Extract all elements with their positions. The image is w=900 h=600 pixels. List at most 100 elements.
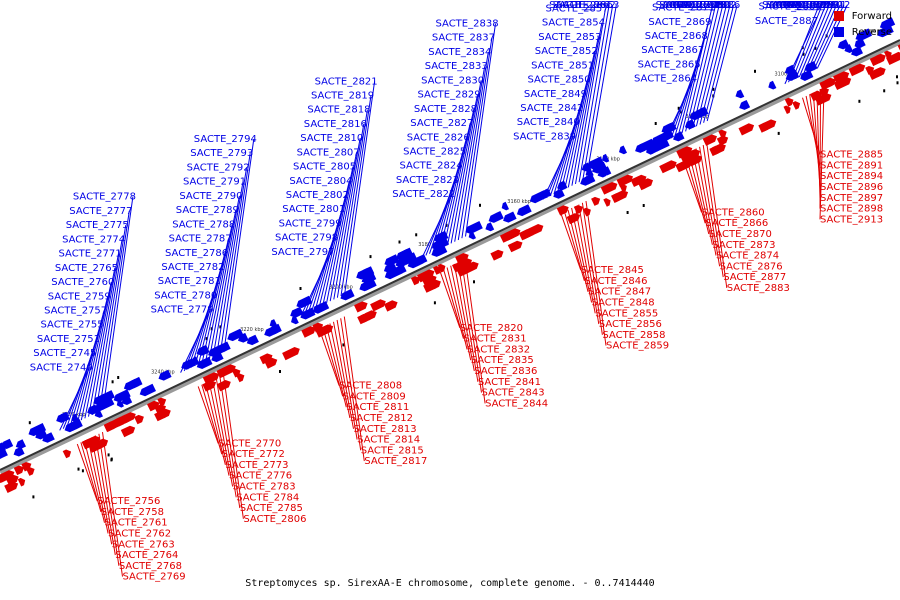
tick-label: 3200 kbp [329, 284, 353, 290]
reverse-gene-label: SACTE_2793 [190, 148, 253, 159]
forward-gene-label-leader [464, 258, 486, 404]
forward-gene-label-leader [325, 325, 347, 408]
reverse-gene-label-leader [318, 180, 350, 307]
reverse-gene-arrow [246, 334, 259, 346]
reverse-gene-label-leader [223, 138, 255, 353]
forward-gene-label-leader [197, 386, 219, 444]
reverse-gene-label: SACTE_2833 [425, 61, 488, 72]
forward-gene-label: SACTE_2870 [709, 229, 772, 240]
forward-gene-arrow [147, 400, 160, 412]
spacer-mark [415, 233, 418, 237]
forward-gene-arrow [490, 249, 504, 261]
reverse-gene-label: SACTE_2740 [30, 362, 93, 373]
forward-gene-arrow [456, 258, 472, 271]
reverse-gene-label: SACTE_2909 [777, 0, 840, 11]
reverse-gene-label: SACTE_2802 [286, 190, 349, 201]
reverse-gene-label: SACTE_2895 [769, 0, 832, 11]
reverse-gene-arrow [879, 17, 896, 30]
forward-gene-arrow [709, 143, 726, 157]
forward-gene-arrow [259, 353, 273, 365]
reverse-gene-label-leader [326, 152, 358, 303]
reverse-gene-label-leader [692, 4, 724, 129]
spacer-mark [896, 75, 898, 79]
forward-gene-label: SACTE_2843 [482, 388, 545, 399]
reverse-gene-label: SACTE_2869 [648, 17, 711, 28]
reverse-gene-arrow [384, 254, 400, 267]
reverse-gene-label-leader [340, 95, 372, 297]
forward-gene-arrow [718, 129, 727, 139]
reverse-gene-label: SACTE_2871 [652, 3, 715, 14]
reverse-gene-arrow [361, 266, 375, 278]
forward-gene-label-leader [581, 202, 603, 335]
reverse-gene-label: SACTE_2757 [44, 306, 107, 317]
forward-gene-label-leader [461, 260, 482, 393]
reverse-gene-label-leader [77, 296, 109, 422]
reverse-gene-arrow [384, 266, 403, 280]
forward-gene-label: SACTE_2846 [584, 276, 647, 287]
reverse-gene-arrow [553, 188, 565, 199]
reverse-gene-label: SACTE_2823 [396, 175, 459, 186]
forward-gene-arrow [26, 467, 35, 476]
forward-gene-arrow [819, 78, 835, 91]
reverse-gene-label-leader [447, 94, 478, 246]
forward-gene-label-leader [578, 204, 600, 325]
forward-gene-arrow [365, 310, 377, 321]
reverse-gene-label: SACTE_2782 [161, 262, 224, 273]
forward-gene-arrow [573, 205, 584, 215]
genome-axis [0, 39, 900, 471]
reverse-gene-label-leader [102, 196, 134, 410]
reverse-gene-label: SACTE_2849 [524, 89, 587, 100]
forward-gene-arrow [875, 54, 884, 64]
reverse-gene-label-leader [98, 210, 130, 412]
reverse-gene-label: SACTE_2774 [62, 234, 125, 245]
reverse-gene-label: SACTE_2839 [513, 131, 576, 142]
reverse-gene-label: SACTE_2910 [780, 0, 843, 11]
reverse-gene-arrow [113, 389, 131, 403]
forward-gene-label-leader [336, 319, 358, 440]
forward-gene-arrow [886, 51, 900, 65]
reverse-gene-label: SACTE_2816 [304, 119, 367, 130]
forward-gene-arrow [120, 425, 136, 438]
reverse-gene-label-leader [560, 65, 592, 191]
forward-gene-arrow [865, 66, 875, 75]
reverse-gene-label: SACTE_2829 [418, 90, 481, 101]
reverse-gene-label: SACTE_2818 [307, 105, 370, 116]
spacer-mark [369, 255, 372, 259]
forward-gene-label-leader [816, 90, 821, 198]
reverse-gene-arrow [340, 288, 355, 301]
reverse-gene-label: SACTE_2857 [546, 3, 609, 14]
forward-gene-label: SACTE_2898 [820, 204, 883, 215]
forward-gene-label-leader [574, 206, 596, 314]
reverse-gene-label: SACTE_2778 [73, 192, 136, 203]
forward-gene-label-leader [219, 376, 241, 509]
forward-gene-label-leader [76, 443, 98, 502]
forward-gene-label: SACTE_2835 [471, 355, 534, 366]
forward-gene-arrow [410, 276, 421, 286]
reverse-gene-label: SACTE_2819 [311, 91, 374, 102]
forward-gene-label: SACTE_2811 [346, 402, 409, 413]
reverse-gene-arrow [296, 295, 313, 309]
forward-gene-label: SACTE_2866 [705, 218, 768, 229]
reverse-gene-label-leader [205, 210, 237, 361]
forward-gene-arrow [354, 301, 368, 313]
forward-gene-label: SACTE_2761 [105, 518, 168, 529]
forward-gene-label: SACTE_2845 [581, 265, 644, 276]
forward-gene-label-leader [443, 269, 464, 339]
reverse-gene-label: SACTE_2822 [392, 189, 455, 200]
reverse-gene-label: SACTE_2788 [172, 219, 235, 230]
forward-gene-label: SACTE_2768 [119, 561, 182, 572]
reverse-gene-label-leader [439, 122, 471, 249]
reverse-gene-arrow [433, 244, 448, 256]
forward-gene-arrow [874, 68, 884, 78]
forward-gene-label: SACTE_2832 [467, 345, 530, 356]
reverse-gene-arrow [59, 412, 69, 422]
reverse-gene-arrow [0, 453, 3, 459]
reverse-gene-label: SACTE_2807 [297, 147, 360, 158]
forward-gene-arrow [504, 228, 521, 241]
spacer-mark [342, 343, 345, 347]
reverse-gene-label-leader [443, 108, 475, 247]
forward-gene-label: SACTE_2831 [464, 334, 527, 345]
forward-gene-label-leader [706, 143, 728, 288]
spacer-mark [398, 240, 401, 244]
forward-gene-label-leader [560, 213, 582, 271]
